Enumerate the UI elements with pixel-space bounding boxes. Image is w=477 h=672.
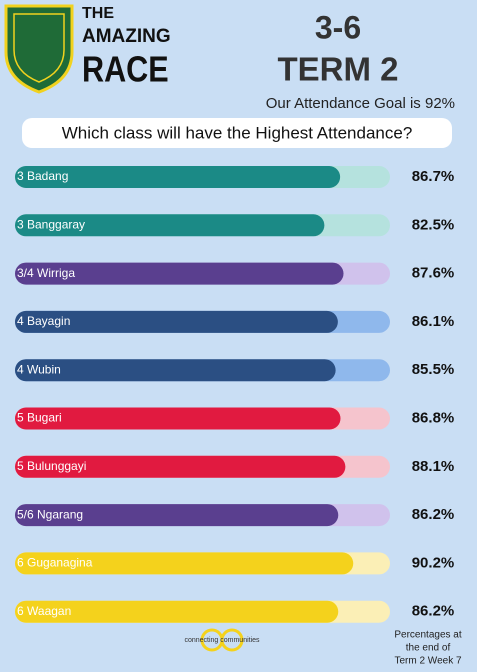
value-label: 90.2% [412, 554, 455, 571]
value-label: 88.1% [412, 458, 455, 475]
category-label: 3 Badang [17, 169, 68, 183]
bar [15, 262, 344, 285]
partner-logo [200, 628, 244, 652]
value-label: 85.5% [412, 361, 455, 378]
category-label: 5/6 Ngarang [17, 507, 83, 521]
value-label: 86.8% [412, 409, 455, 426]
value-label: 87.6% [412, 265, 455, 282]
goal: Our Attendance Goal is 92% [266, 95, 455, 112]
logo-text: connecting communities [184, 637, 260, 644]
title-race: RACE [82, 50, 169, 90]
value-label: 86.7% [412, 168, 455, 185]
category-label: 5 Bulunggayi [17, 459, 86, 473]
value-label: 86.2% [412, 506, 455, 523]
category-label: 5 Bugari [17, 411, 62, 425]
question-box [22, 118, 452, 148]
category-label: 3 Banggaray [17, 217, 85, 231]
category-label: 6 Guganagina [17, 556, 93, 570]
bar [15, 310, 338, 333]
school-crest [4, 4, 74, 94]
category-label: 4 Wubin [17, 362, 61, 376]
bar [15, 600, 339, 623]
category-label: 3/4 Wirriga [17, 266, 75, 280]
bar [15, 407, 341, 430]
value-label: 86.2% [412, 603, 455, 620]
footnote: Percentages at [394, 630, 461, 641]
title-amazing: AMAZING [82, 26, 171, 47]
term: TERM 2 [277, 51, 398, 88]
bar [15, 166, 341, 188]
question: Which class will have the Highest Attend… [62, 123, 413, 142]
bar [15, 214, 325, 237]
footnote: Term 2 Week 7 [394, 656, 461, 667]
bar [15, 552, 354, 575]
bar [15, 359, 336, 382]
footnote: the end of [406, 643, 451, 654]
value-label: 82.5% [412, 216, 455, 233]
category-label: 6 Waagan [17, 604, 71, 618]
category-label: 4 Bayagin [17, 314, 70, 328]
grades: 3-6 [315, 9, 361, 45]
bar [15, 455, 346, 478]
bar [15, 504, 339, 527]
title-the: THE [82, 5, 114, 22]
value-label: 86.1% [412, 313, 455, 330]
